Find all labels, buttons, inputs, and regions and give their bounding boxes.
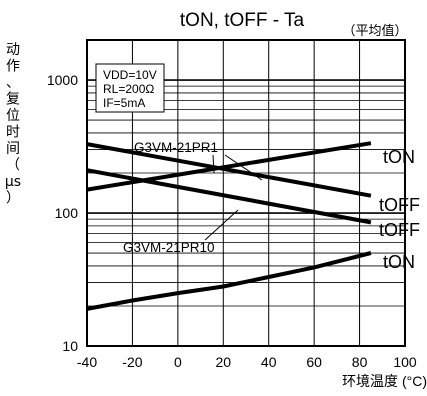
series-label-ton-pr1: tON xyxy=(383,147,415,167)
x-tick-label: 100 xyxy=(393,354,417,370)
y-label-glyph: 位 xyxy=(6,108,20,124)
y-label-glyph: ） xyxy=(6,191,20,207)
x-tick-label: 20 xyxy=(215,354,231,370)
series-label-toff-pr1: tOFF xyxy=(379,195,420,215)
y-label-glyph: μs xyxy=(5,174,21,190)
condition-vdd: VDD=10V xyxy=(103,68,157,82)
series-line-1 xyxy=(86,142,372,198)
series-lines xyxy=(86,141,372,311)
x-axis-label: 环境温度 (°C) xyxy=(342,373,427,389)
y-label-glyph: 、 xyxy=(6,75,20,91)
y-label-glyph: 复 xyxy=(6,91,20,108)
annotation-pr10: G3VM-21PR10 xyxy=(123,209,239,255)
annotation-pr1: G3VM-21PR1 xyxy=(134,140,263,181)
x-tick-label: -20 xyxy=(122,354,142,370)
y-label-glyph: （ xyxy=(6,158,20,174)
annotation-pr10-text: G3VM-21PR10 xyxy=(123,240,215,255)
annotation-pr1-text: G3VM-21PR1 xyxy=(134,140,218,155)
series-line-3 xyxy=(86,251,372,311)
x-tick-label: -40 xyxy=(77,354,97,370)
series-line-2 xyxy=(86,168,372,225)
plot-frame xyxy=(86,39,406,347)
x-tick-label: 0 xyxy=(174,354,182,370)
y-tick-label: 100 xyxy=(55,205,79,221)
condition-if: IF=5mA xyxy=(103,96,145,110)
tick-labels: -40 -20 0 20 40 60 80 100 10 100 1000 xyxy=(47,72,417,370)
y-tick-label: 1000 xyxy=(47,72,78,88)
y-label-glyph: 时 xyxy=(6,125,20,141)
y-label-glyph: 间 xyxy=(6,141,20,157)
x-tick-label: 40 xyxy=(261,354,277,370)
series-label-toff-pr10: tOFF xyxy=(379,220,420,240)
y-label-glyph: 作 xyxy=(6,59,20,75)
series-line-0 xyxy=(86,141,372,192)
chart-title: tON, tOFF - Ta xyxy=(180,10,305,31)
conditions-box: VDD=10V RL=200Ω IF=5mA xyxy=(95,63,165,113)
y-tick-label: 10 xyxy=(62,338,78,354)
condition-rl: RL=200Ω xyxy=(103,82,154,96)
x-tick-label: 60 xyxy=(306,354,322,370)
x-tick-label: 80 xyxy=(352,354,368,370)
series-label-ton-pr10: tON xyxy=(383,252,415,272)
chart-subtitle: （平均值） xyxy=(342,23,407,38)
y-label-glyph: 动 xyxy=(6,42,20,58)
